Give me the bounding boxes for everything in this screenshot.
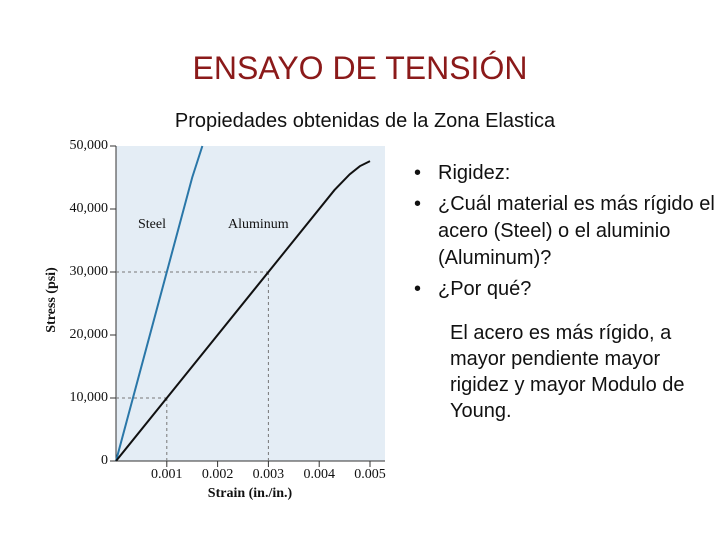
y-tick-label: 40,000 bbox=[70, 201, 109, 216]
plot-area bbox=[116, 146, 385, 461]
series-line bbox=[115, 145, 204, 462]
bullet: ¿Cuál material es más rígido el acero (S… bbox=[414, 191, 720, 272]
y-tick-label: 50,000 bbox=[70, 138, 109, 153]
y-tick-label: 20,000 bbox=[70, 327, 109, 342]
chart: Strain (in./in.) Stress (psi) 0 10,000 20,… bbox=[44, 138, 386, 501]
series-label: Steel bbox=[138, 217, 166, 232]
y-tick-label: 0 bbox=[101, 453, 108, 468]
bullet-list: Rigidez: ¿Cuál material es más rígido el … bbox=[408, 160, 720, 307]
x-tick-label: 0.005 bbox=[354, 467, 386, 482]
x-tick-label: 0.002 bbox=[202, 467, 234, 482]
series-label: Aluminum bbox=[228, 217, 289, 232]
slide-title: ENSAYO DE TENSIÓN bbox=[192, 50, 528, 86]
x-tick-label: 0.001 bbox=[151, 467, 183, 482]
x-tick-label: 0.004 bbox=[303, 467, 335, 482]
y-tick-label: 10,000 bbox=[70, 390, 109, 405]
bullet: ¿Por qué? bbox=[414, 276, 720, 303]
bullet: Rigidez: bbox=[414, 160, 720, 187]
x-tick-label: 0.003 bbox=[253, 467, 285, 482]
slide-subtitle: Propiedades obtenidas de la Zona Elastic… bbox=[174, 110, 556, 132]
y-axis-label: Stress (psi) bbox=[44, 267, 59, 333]
x-axis-label: Strain (in./in.) bbox=[208, 486, 293, 501]
answer-text: El acero es más rígido, a mayor pendient… bbox=[450, 322, 685, 422]
series-line bbox=[115, 160, 371, 462]
y-tick-label: 30,000 bbox=[70, 264, 109, 279]
